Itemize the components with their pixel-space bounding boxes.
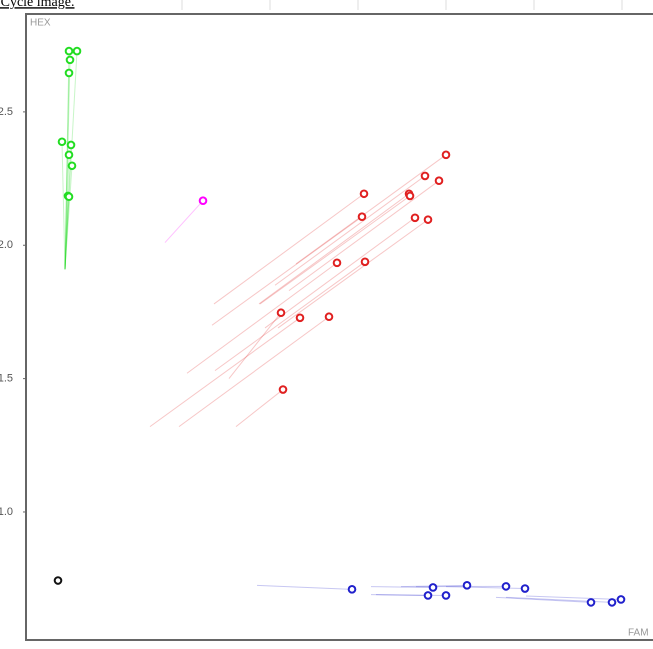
point	[443, 152, 450, 159]
plot-frame	[26, 14, 653, 640]
point	[503, 583, 510, 590]
point	[55, 577, 62, 584]
y-tick-label: 2.5	[0, 106, 13, 118]
point	[69, 162, 76, 169]
point	[68, 142, 75, 149]
point	[66, 48, 73, 55]
point	[200, 197, 207, 204]
point	[326, 313, 333, 320]
point	[618, 596, 625, 603]
x-axis-label: FAM	[628, 628, 649, 639]
point	[362, 258, 369, 265]
point	[588, 599, 595, 606]
point	[66, 152, 73, 159]
point	[522, 585, 529, 592]
point	[349, 586, 356, 593]
y-tick-label: 2.0	[0, 239, 13, 251]
point	[67, 57, 74, 64]
point	[297, 314, 304, 321]
point	[609, 599, 616, 606]
point	[407, 193, 414, 200]
point	[361, 190, 368, 197]
point	[66, 70, 73, 77]
y-axis-label: HEX	[30, 18, 51, 29]
point	[430, 584, 437, 591]
point	[74, 48, 81, 55]
point	[436, 177, 443, 184]
y-tick-label: 1.0	[0, 506, 13, 518]
point	[443, 592, 450, 599]
caption: wo Cycle image.	[0, 0, 74, 10]
point	[278, 309, 285, 316]
point	[280, 386, 287, 393]
point	[359, 213, 366, 220]
point	[412, 214, 419, 221]
point	[425, 592, 432, 599]
y-tick-label: 1.5	[0, 373, 13, 385]
point	[425, 216, 432, 223]
point	[59, 138, 66, 145]
point	[464, 582, 471, 589]
header-separators	[182, 0, 622, 10]
point	[334, 260, 341, 267]
point	[422, 173, 429, 180]
point	[66, 193, 73, 200]
